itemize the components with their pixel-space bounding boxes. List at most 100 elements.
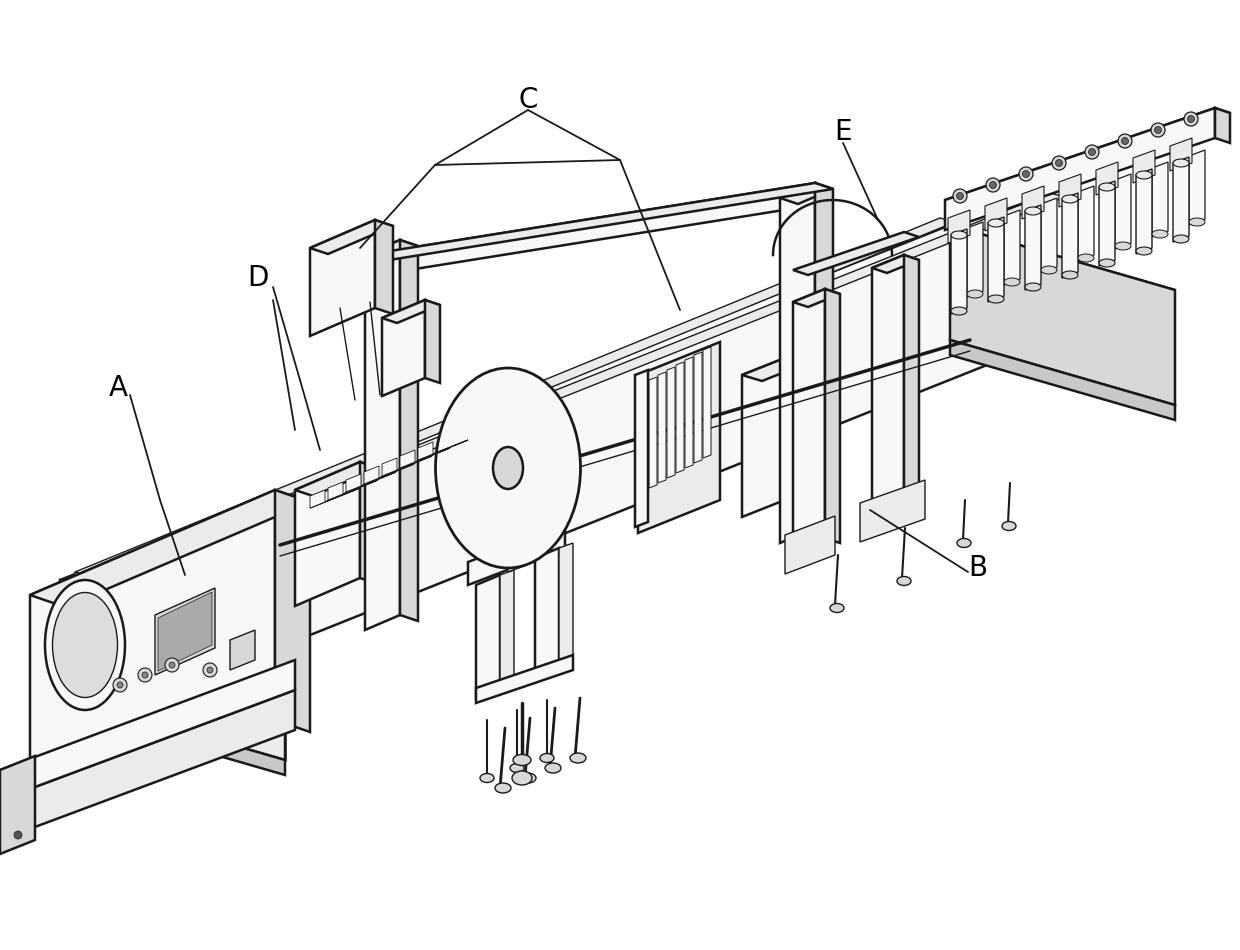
Polygon shape (1215, 108, 1230, 143)
Polygon shape (639, 342, 720, 533)
Polygon shape (1133, 150, 1154, 183)
Polygon shape (1173, 157, 1189, 242)
Polygon shape (780, 183, 833, 204)
Polygon shape (988, 217, 1004, 302)
Ellipse shape (830, 603, 844, 613)
Circle shape (138, 668, 153, 682)
Ellipse shape (988, 219, 1004, 227)
Polygon shape (794, 232, 919, 275)
Polygon shape (785, 516, 835, 574)
Polygon shape (74, 572, 91, 590)
Ellipse shape (494, 447, 523, 489)
Polygon shape (1025, 205, 1042, 290)
Circle shape (1184, 112, 1198, 126)
Polygon shape (1078, 186, 1094, 261)
Polygon shape (1059, 174, 1081, 207)
Polygon shape (329, 480, 378, 500)
Ellipse shape (1115, 242, 1131, 250)
Ellipse shape (1136, 247, 1152, 255)
Polygon shape (658, 372, 666, 483)
Ellipse shape (1025, 207, 1042, 215)
Circle shape (956, 193, 963, 200)
Polygon shape (684, 357, 693, 468)
Polygon shape (904, 255, 919, 507)
Polygon shape (534, 548, 559, 670)
Polygon shape (346, 474, 361, 492)
Polygon shape (810, 348, 830, 496)
Polygon shape (742, 348, 830, 381)
Polygon shape (1042, 198, 1056, 273)
Polygon shape (365, 183, 815, 277)
Polygon shape (382, 300, 440, 323)
Ellipse shape (1025, 283, 1042, 291)
Polygon shape (780, 183, 815, 543)
Ellipse shape (570, 753, 587, 763)
Ellipse shape (1099, 183, 1115, 191)
Polygon shape (382, 458, 397, 476)
Circle shape (1023, 170, 1029, 178)
Polygon shape (401, 450, 415, 468)
Circle shape (1154, 126, 1162, 134)
Polygon shape (365, 464, 414, 484)
Polygon shape (1022, 186, 1044, 219)
Polygon shape (1152, 162, 1168, 237)
Polygon shape (365, 240, 401, 630)
Polygon shape (30, 490, 275, 825)
Polygon shape (950, 225, 1176, 405)
Polygon shape (949, 210, 970, 243)
Ellipse shape (495, 783, 511, 793)
Circle shape (1151, 123, 1166, 137)
Ellipse shape (1042, 266, 1056, 274)
Polygon shape (229, 630, 255, 670)
Circle shape (207, 667, 213, 673)
Polygon shape (365, 183, 833, 261)
Polygon shape (815, 183, 833, 534)
Ellipse shape (513, 754, 531, 766)
Ellipse shape (512, 771, 532, 785)
Polygon shape (374, 220, 393, 314)
Ellipse shape (1173, 235, 1189, 243)
Circle shape (143, 672, 148, 678)
Polygon shape (155, 588, 215, 675)
Text: C: C (518, 86, 538, 114)
Text: B: B (968, 554, 987, 582)
Polygon shape (1136, 169, 1152, 254)
Circle shape (1089, 148, 1095, 156)
Polygon shape (160, 548, 175, 566)
Polygon shape (945, 108, 1230, 205)
Polygon shape (559, 543, 573, 660)
Circle shape (990, 181, 997, 188)
Ellipse shape (1136, 171, 1152, 179)
Circle shape (203, 663, 217, 677)
Polygon shape (401, 240, 418, 621)
Ellipse shape (1004, 278, 1021, 286)
Polygon shape (476, 655, 573, 703)
Polygon shape (310, 220, 374, 336)
Ellipse shape (1189, 218, 1205, 226)
Ellipse shape (1002, 522, 1016, 530)
Polygon shape (425, 300, 440, 383)
Polygon shape (310, 488, 360, 508)
Ellipse shape (951, 307, 967, 315)
Circle shape (1188, 116, 1194, 123)
Polygon shape (160, 193, 1065, 552)
Circle shape (113, 678, 126, 692)
Ellipse shape (1173, 159, 1189, 167)
Circle shape (165, 658, 179, 672)
Polygon shape (1096, 162, 1118, 195)
Polygon shape (635, 370, 649, 527)
Ellipse shape (1061, 195, 1078, 203)
Polygon shape (74, 218, 955, 576)
Ellipse shape (1061, 271, 1078, 279)
Polygon shape (467, 525, 565, 585)
Circle shape (1019, 167, 1033, 181)
Polygon shape (418, 440, 467, 460)
Ellipse shape (435, 368, 580, 568)
Polygon shape (360, 462, 378, 584)
Polygon shape (1099, 181, 1115, 266)
Polygon shape (382, 456, 432, 476)
Circle shape (1055, 160, 1063, 166)
Ellipse shape (510, 764, 525, 772)
Polygon shape (157, 592, 212, 671)
Polygon shape (951, 229, 967, 314)
